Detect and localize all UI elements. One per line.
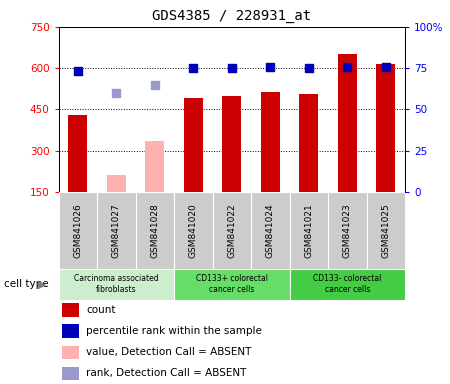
Bar [107, 175, 126, 192]
Text: CD133+ colorectal
cancer cells: CD133+ colorectal cancer cells [196, 275, 268, 294]
Text: GSM841024: GSM841024 [266, 203, 275, 258]
Point [112, 90, 120, 96]
Bar [366, 192, 405, 269]
Bar [145, 141, 164, 192]
Bar [174, 192, 212, 269]
Bar [376, 64, 396, 192]
Text: GSM841020: GSM841020 [189, 203, 198, 258]
Bar [174, 269, 289, 300]
Bar [289, 269, 405, 300]
Bar [299, 94, 319, 192]
Point [267, 63, 274, 70]
Text: value, Detection Call = ABSENT: value, Detection Call = ABSENT [86, 347, 252, 358]
Bar [289, 192, 328, 269]
Text: GSM841021: GSM841021 [304, 203, 313, 258]
Text: GSM841023: GSM841023 [343, 203, 352, 258]
Text: GSM841027: GSM841027 [112, 203, 121, 258]
Text: percentile rank within the sample: percentile rank within the sample [86, 326, 262, 336]
Bar [58, 269, 174, 300]
Text: Carcinoma associated
fibroblasts: Carcinoma associated fibroblasts [74, 275, 158, 294]
Bar [261, 91, 280, 192]
Text: GSM841028: GSM841028 [150, 203, 159, 258]
Point [74, 68, 81, 74]
Text: rank, Detection Call = ABSENT: rank, Detection Call = ABSENT [86, 368, 247, 379]
Point [382, 63, 389, 70]
Title: GDS4385 / 228931_at: GDS4385 / 228931_at [152, 9, 311, 23]
Bar [251, 192, 289, 269]
Text: GSM841026: GSM841026 [73, 203, 82, 258]
Point [305, 65, 312, 71]
Bar [97, 192, 135, 269]
Text: GSM841022: GSM841022 [227, 203, 236, 258]
Text: ▶: ▶ [38, 279, 47, 289]
Bar [184, 98, 203, 192]
Bar [212, 192, 251, 269]
Text: cell type: cell type [4, 279, 49, 289]
Text: count: count [86, 305, 116, 315]
Point [189, 65, 197, 71]
Bar [222, 96, 241, 192]
Text: CD133- colorectal
cancer cells: CD133- colorectal cancer cells [313, 275, 382, 294]
Bar [338, 55, 357, 192]
Bar [62, 367, 79, 380]
Point [344, 63, 351, 70]
Bar [62, 346, 79, 359]
Bar [62, 303, 79, 317]
Bar [135, 192, 174, 269]
Bar [62, 324, 79, 338]
Point [151, 82, 158, 88]
Bar [58, 192, 97, 269]
Bar [68, 115, 87, 192]
Text: GSM841025: GSM841025 [381, 203, 390, 258]
Point [228, 65, 235, 71]
Bar [328, 192, 366, 269]
